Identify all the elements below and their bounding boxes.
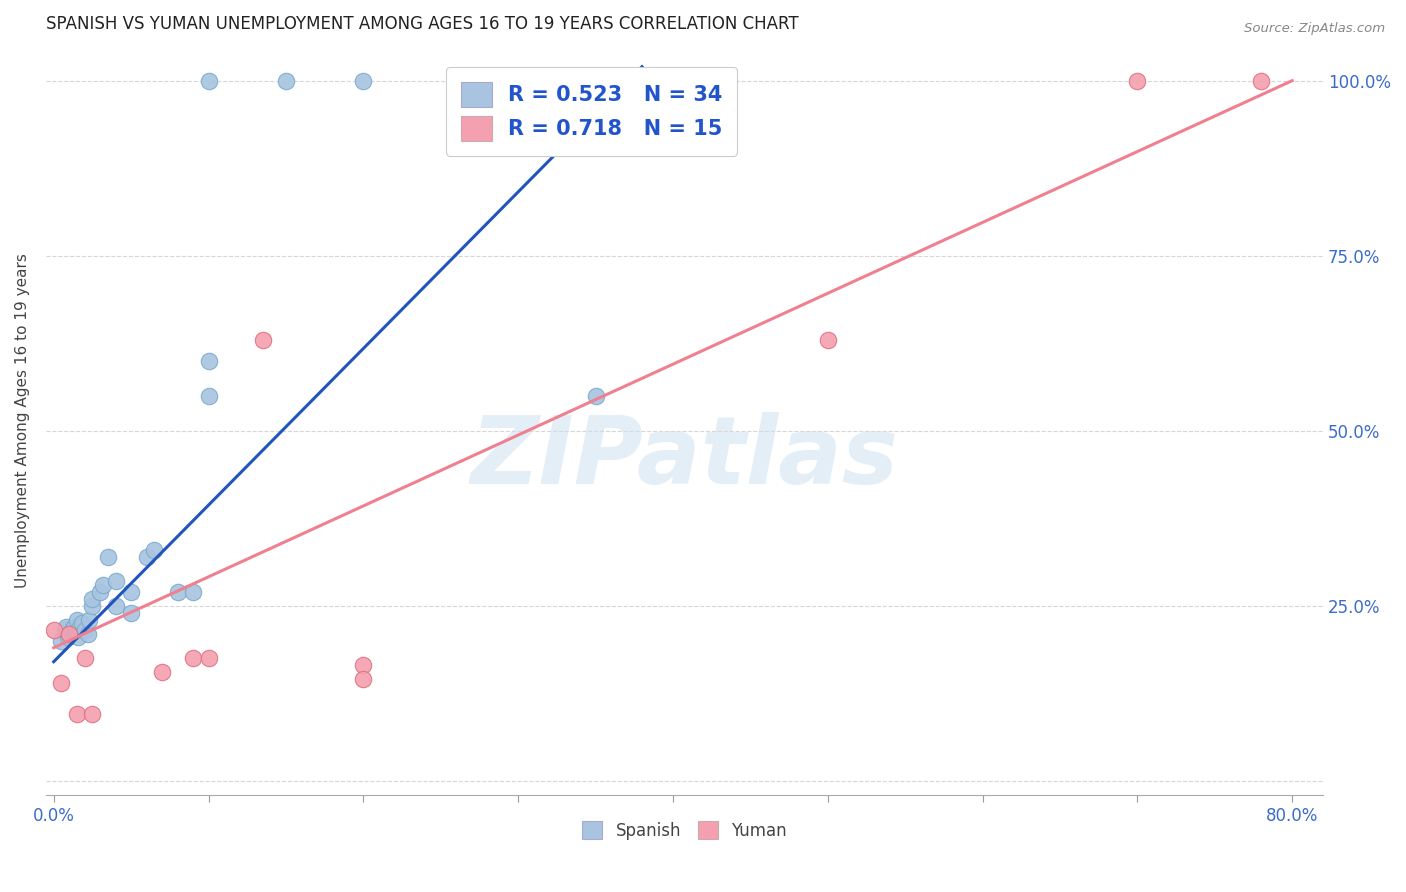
Point [63, 620, 86, 634]
Y-axis label: Unemployment Among Ages 16 to 19 years: Unemployment Among Ages 16 to 19 years [15, 252, 30, 588]
Point [91, 577, 114, 591]
Point [120, 584, 142, 599]
Point [181, 651, 204, 665]
Point [70, 616, 93, 631]
Point [82, 591, 104, 606]
Point [166, 584, 188, 599]
Point [58, 626, 80, 640]
Point [66, 623, 89, 637]
Point [1126, 73, 1149, 87]
Point [66, 613, 89, 627]
Point [89, 584, 111, 599]
Point [42, 623, 65, 637]
Point [82, 599, 104, 613]
Point [143, 542, 166, 557]
Text: Source: ZipAtlas.com: Source: ZipAtlas.com [1244, 22, 1385, 36]
Point [197, 73, 219, 87]
Point [197, 389, 219, 403]
Point [56, 630, 79, 644]
Point [76, 626, 98, 640]
Point [135, 549, 157, 564]
Point [252, 333, 274, 347]
Point [51, 633, 73, 648]
Point [79, 613, 101, 627]
Point [817, 333, 839, 347]
Point [73, 623, 96, 637]
Point [67, 630, 90, 644]
Point [55, 620, 77, 634]
Point [97, 549, 120, 564]
Point [82, 707, 104, 722]
Text: SPANISH VS YUMAN UNEMPLOYMENT AMONG AGES 16 TO 19 YEARS CORRELATION CHART: SPANISH VS YUMAN UNEMPLOYMENT AMONG AGES… [46, 15, 799, 33]
Point [60, 623, 83, 637]
Point [197, 651, 219, 665]
Text: ZIPatlas: ZIPatlas [471, 411, 898, 504]
Point [197, 353, 219, 368]
Point [352, 73, 374, 87]
Point [352, 658, 374, 673]
Point [104, 574, 127, 589]
Point [352, 672, 374, 686]
Point [66, 707, 89, 722]
Point [181, 584, 204, 599]
Point [585, 389, 607, 403]
Point [104, 599, 127, 613]
Point [58, 626, 80, 640]
Point [73, 651, 96, 665]
Point [150, 665, 173, 680]
Point [120, 606, 142, 620]
Point [53, 623, 76, 637]
Point [274, 73, 297, 87]
Point [1250, 73, 1272, 87]
Legend: Spanish, Yuman: Spanish, Yuman [575, 814, 793, 847]
Point [51, 675, 73, 690]
Point [69, 620, 91, 634]
